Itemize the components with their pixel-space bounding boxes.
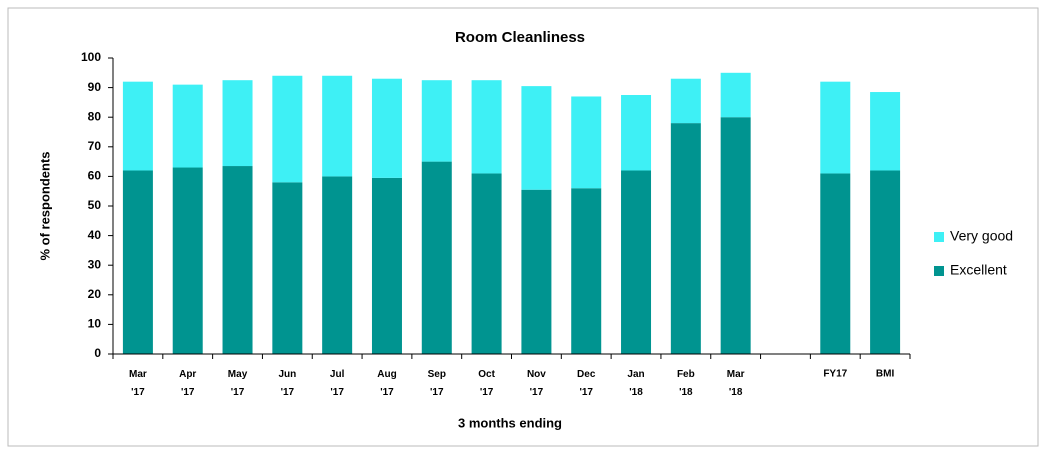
y-tick-label: 70 — [88, 139, 102, 153]
bar-segment — [471, 173, 502, 354]
bar-segment — [322, 176, 353, 354]
y-tick-label: 20 — [88, 287, 102, 301]
bar-segment — [122, 81, 153, 171]
bar-segment — [521, 86, 552, 190]
x-tick-label: Nov '17 — [527, 369, 546, 398]
y-tick-label: 10 — [88, 317, 102, 331]
bar-segment — [122, 170, 153, 354]
y-tick-label: 100 — [81, 50, 101, 64]
x-tick-label: Jul '17 — [330, 369, 345, 398]
bar-segment — [621, 170, 652, 354]
bar-segment — [172, 167, 203, 354]
x-tick-label: Oct '17 — [478, 369, 495, 398]
y-tick-label: 40 — [88, 228, 102, 242]
legend-label: Very good — [950, 228, 1013, 244]
chart-title: Room Cleanliness — [455, 29, 585, 46]
x-tick-label: Feb '18 — [677, 369, 695, 398]
bar-segment — [720, 72, 751, 118]
bar-segment — [172, 84, 203, 168]
bar-segment — [870, 170, 901, 354]
bar-segment — [820, 173, 851, 354]
bar-segment — [471, 80, 502, 174]
x-tick-label: Apr '17 — [179, 369, 196, 398]
bar-segment — [421, 80, 452, 162]
x-tick-label: FY17 — [823, 369, 847, 380]
bar-segment — [272, 75, 303, 183]
x-tick-label: Jan '18 — [627, 369, 644, 398]
legend-swatch — [934, 266, 944, 276]
bar-segment — [870, 92, 901, 171]
bar-segment — [571, 96, 602, 189]
bar-segment — [670, 123, 701, 355]
bar-segment — [222, 166, 253, 354]
legend-swatch — [934, 232, 944, 242]
bar-segment — [371, 78, 402, 178]
bar-segment — [521, 189, 552, 354]
y-tick-label: 0 — [94, 346, 101, 360]
x-tick-label: Mar '18 — [727, 369, 745, 398]
legend-label: Excellent — [950, 262, 1007, 278]
bar-segment — [272, 182, 303, 354]
y-tick-label: 90 — [88, 80, 102, 94]
y-tick-label: 30 — [88, 257, 102, 271]
x-axis-title: 3 months ending — [458, 415, 562, 430]
x-tick-label: Sep '17 — [428, 369, 446, 398]
bar-segment — [421, 161, 452, 354]
bar-segment — [720, 117, 751, 354]
x-tick-label: Dec '17 — [577, 369, 596, 398]
x-tick-label: Jun '17 — [278, 369, 296, 398]
x-tick-label: May '17 — [228, 369, 248, 398]
bar-segment — [670, 78, 701, 124]
x-tick-label: BMI — [876, 369, 895, 380]
x-tick-label: Aug '17 — [377, 369, 396, 398]
bar-segment — [571, 188, 602, 354]
bar-segment — [621, 95, 652, 171]
y-tick-label: 50 — [88, 198, 102, 212]
bar-segment — [371, 177, 402, 354]
y-tick-label: 60 — [88, 169, 102, 183]
y-tick-label: 80 — [88, 109, 102, 123]
y-axis-title: % of respondents — [37, 151, 52, 260]
bar-segment — [820, 81, 851, 174]
bar-segment — [322, 75, 353, 177]
bar-segment — [222, 80, 253, 167]
x-tick-label: Mar '17 — [129, 369, 147, 398]
